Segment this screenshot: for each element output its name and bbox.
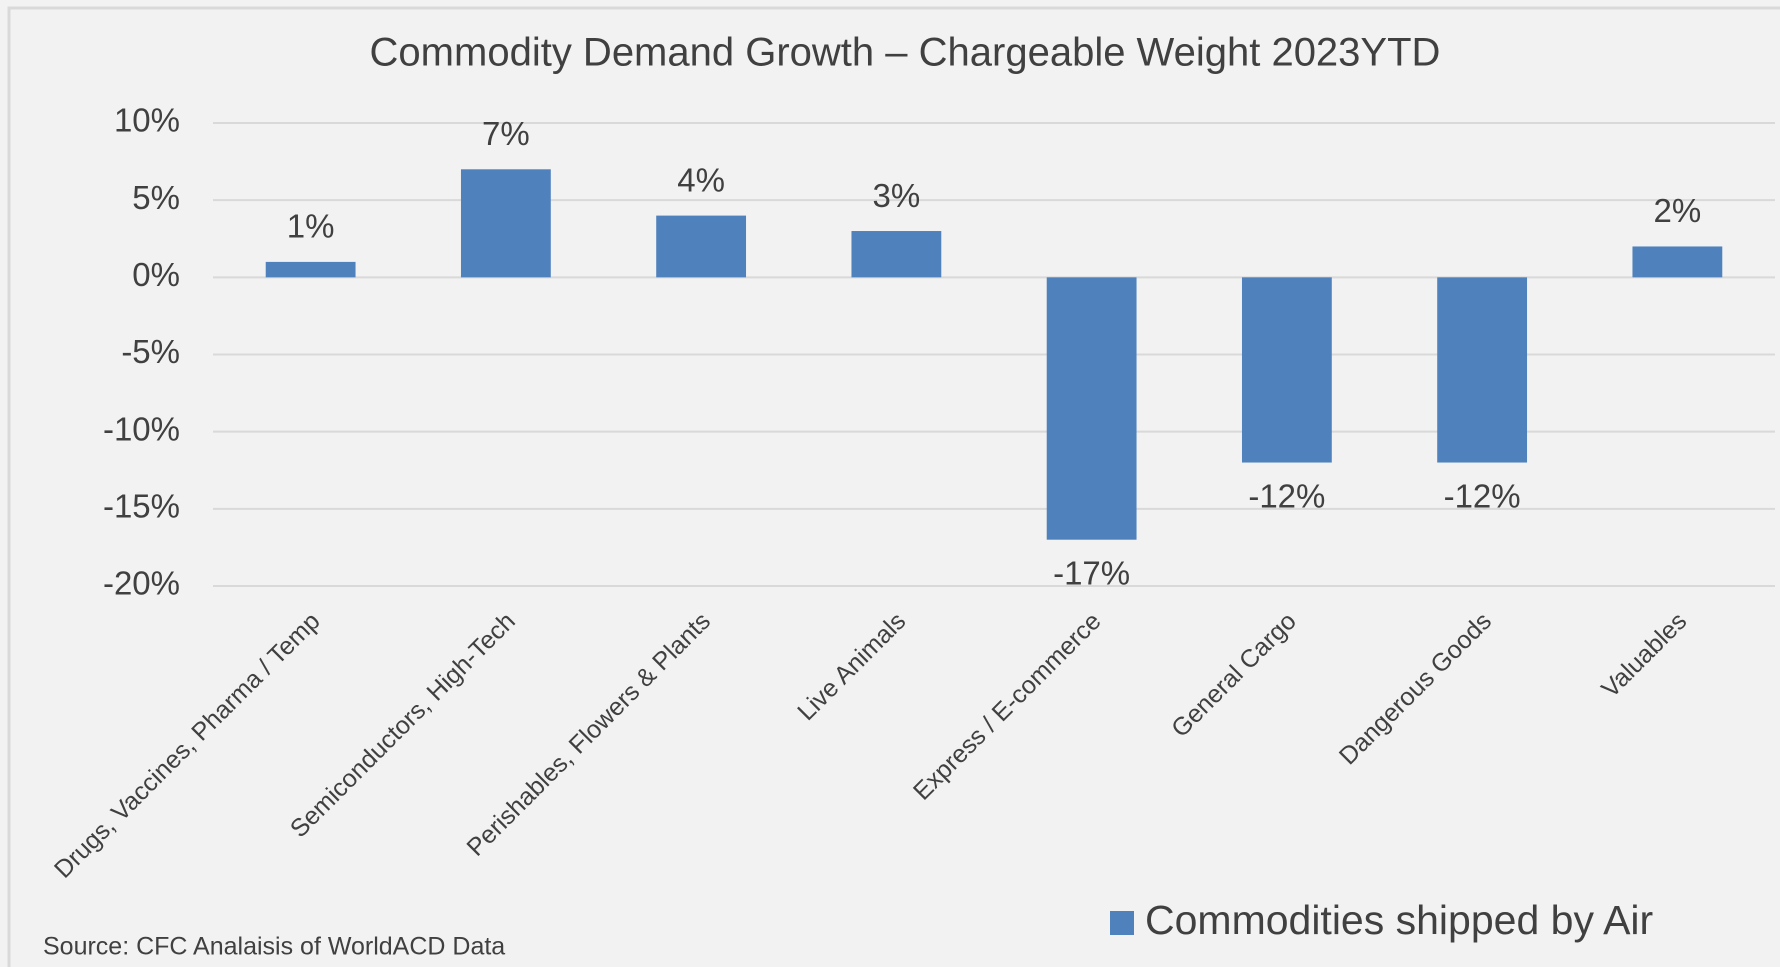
y-tick-label: -10%	[103, 410, 180, 447]
bar	[265, 261, 356, 278]
data-label: -12%	[1444, 477, 1521, 514]
data-label: 7%	[482, 115, 530, 152]
y-tick-label: -5%	[121, 333, 180, 370]
data-label: 2%	[1654, 192, 1702, 229]
y-tick-label: -20%	[103, 565, 180, 602]
bar	[1437, 277, 1528, 463]
bar	[1241, 277, 1332, 463]
data-label: -17%	[1053, 554, 1130, 591]
y-tick-label: 5%	[132, 179, 180, 216]
data-label: 3%	[873, 177, 921, 214]
y-tick-label: 10%	[114, 102, 180, 139]
y-tick-label: 0%	[132, 256, 180, 293]
data-label: 1%	[287, 208, 335, 245]
legend-swatch	[1110, 911, 1134, 935]
y-tick-label: -15%	[103, 488, 180, 525]
bar	[460, 169, 551, 278]
data-label: 4%	[677, 161, 725, 198]
chart-border	[7, 6, 1780, 967]
bar	[1632, 246, 1723, 278]
chart-title: Commodity Demand Growth – Chargeable Wei…	[370, 31, 1441, 75]
data-label: -12%	[1248, 477, 1325, 514]
bar	[1046, 277, 1137, 540]
bar	[851, 231, 942, 278]
legend-label: Commodities shipped by Air	[1145, 897, 1653, 943]
bar	[656, 215, 747, 278]
source-note: Source: CFC Analaisis of WorldACD Data	[43, 933, 505, 961]
